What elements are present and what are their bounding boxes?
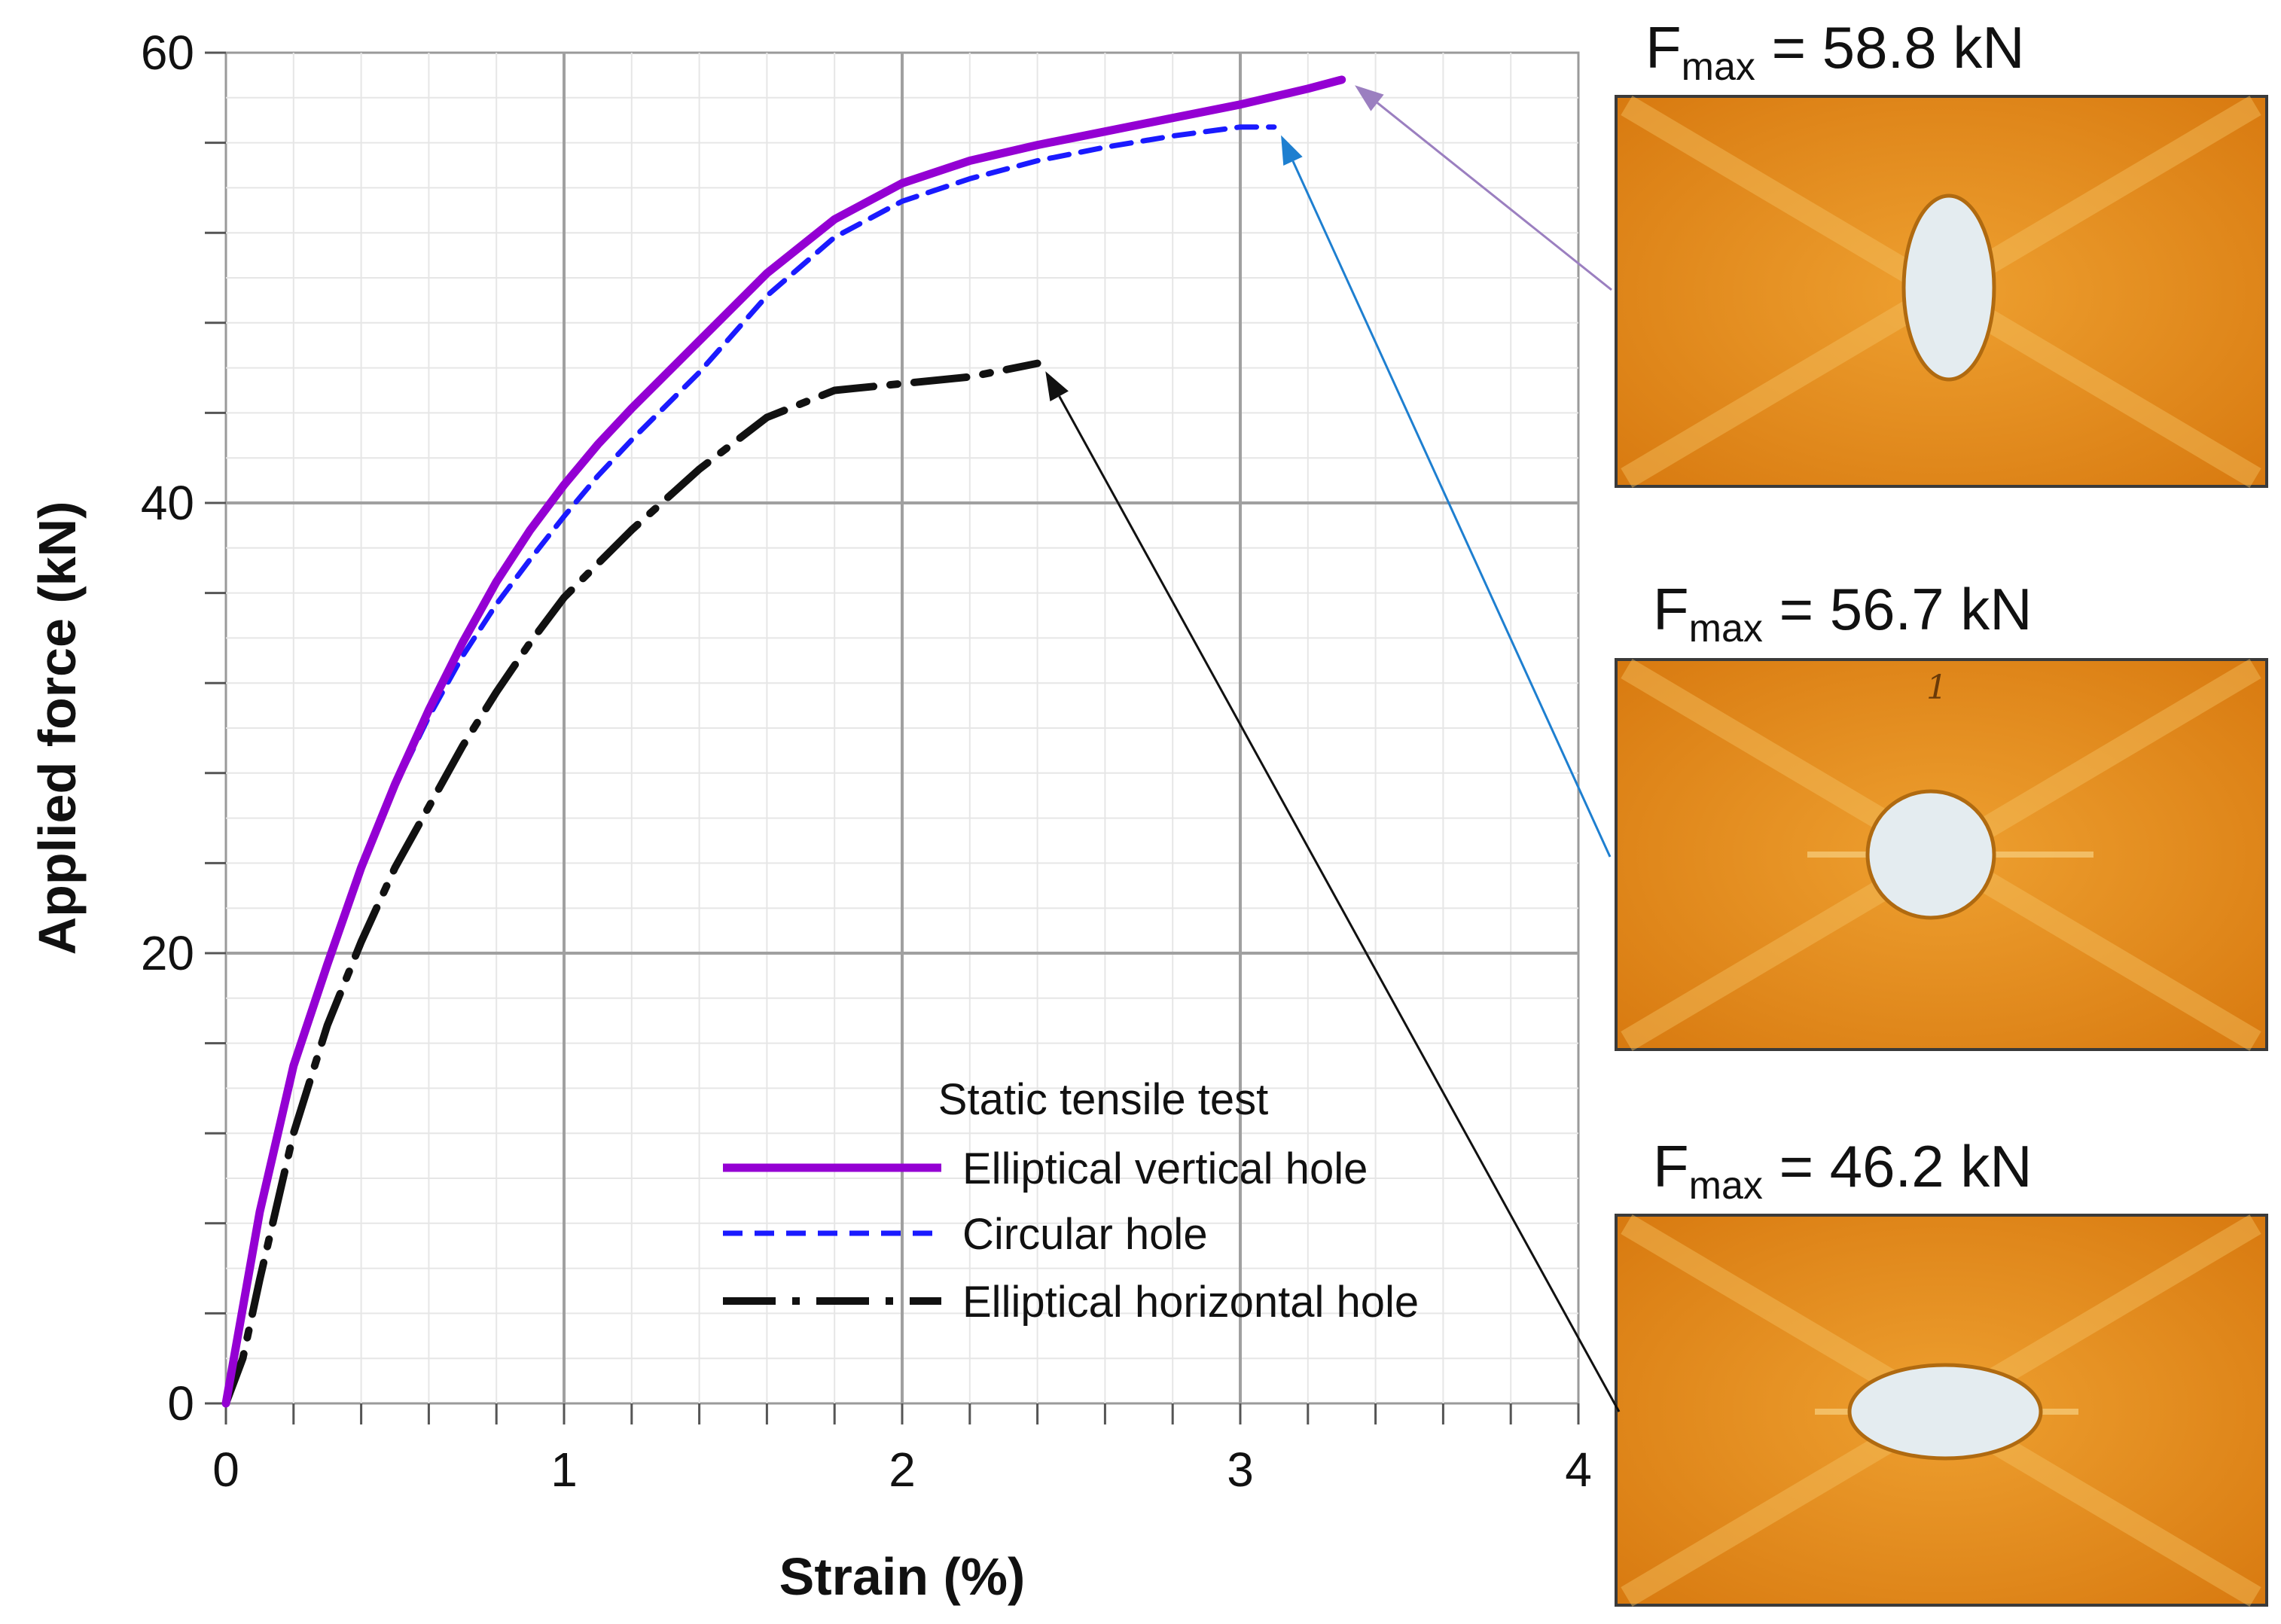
- x-tick-label: 3: [1227, 1443, 1254, 1497]
- annotation-arrow-line: [1058, 395, 1621, 1412]
- hole-vertical-ellipse: [1901, 193, 1996, 382]
- y-tick-label: 0: [167, 1376, 194, 1431]
- minor-ticks: [205, 51, 1580, 1424]
- series-line-elliptical-vertical-hole: [221, 75, 1346, 1408]
- specimen-photo-elliptical-horizontal: [1615, 1214, 2268, 1607]
- annotation-arrows: [1045, 85, 1621, 1412]
- x-axis-title: Strain (%): [779, 1547, 1026, 1606]
- annotation-arrow-line: [1291, 160, 1612, 858]
- legend-label-elliptical-vertical: Elliptical vertical hole: [962, 1144, 1368, 1193]
- specimen-photo-circular: 1: [1615, 658, 2268, 1051]
- x-tick-labels: 0 1 2 3 4: [212, 1443, 1592, 1497]
- major-gridlines: [226, 53, 1578, 1403]
- fmax-label-elliptical-vertical: Fmax = 58.8 kN: [1645, 14, 2025, 89]
- y-axis-title: Applied force (kN): [28, 501, 87, 955]
- annotation-arrow-head: [1281, 135, 1303, 166]
- legend-label-circular: Circular hole: [962, 1210, 1208, 1259]
- legend: Static tensile test Elliptical vertical …: [723, 1075, 1419, 1327]
- series-lines: [221, 75, 1346, 1408]
- plot-area: [205, 51, 1580, 1424]
- annotation-arrow-head: [1355, 85, 1384, 111]
- x-tick-label: 0: [212, 1443, 239, 1497]
- x-tick-label: 4: [1565, 1443, 1592, 1497]
- y-tick-label: 20: [141, 926, 194, 980]
- x-tick-label: 1: [550, 1443, 578, 1497]
- y-tick-label: 40: [141, 476, 194, 530]
- legend-label-elliptical-horizontal: Elliptical horizontal hole: [962, 1278, 1419, 1327]
- hole-horizontal-ellipse: [1847, 1363, 2043, 1461]
- fmax-label-circular: Fmax = 56.7 kN: [1653, 576, 2032, 651]
- series-line-elliptical-horizontal-hole: [222, 359, 1041, 1407]
- legend-title: Static tensile test: [938, 1075, 1268, 1124]
- annotation-arrow-line: [1377, 102, 1612, 291]
- y-tick-labels: 0 20 40 60: [141, 26, 194, 1431]
- y-tick-label: 60: [141, 26, 194, 80]
- fmax-labels: Fmax = 58.8 kN Fmax = 56.7 kN Fmax = 46.…: [1645, 14, 2032, 1208]
- hole-circle: [1865, 789, 1996, 920]
- annotation-arrow-head: [1045, 371, 1069, 402]
- sample-mark: 1: [1926, 669, 1947, 707]
- x-tick-label: 2: [889, 1443, 916, 1497]
- specimen-photo-elliptical-vertical: [1615, 95, 2268, 488]
- fmax-label-elliptical-horizontal: Fmax = 46.2 kN: [1653, 1133, 2032, 1208]
